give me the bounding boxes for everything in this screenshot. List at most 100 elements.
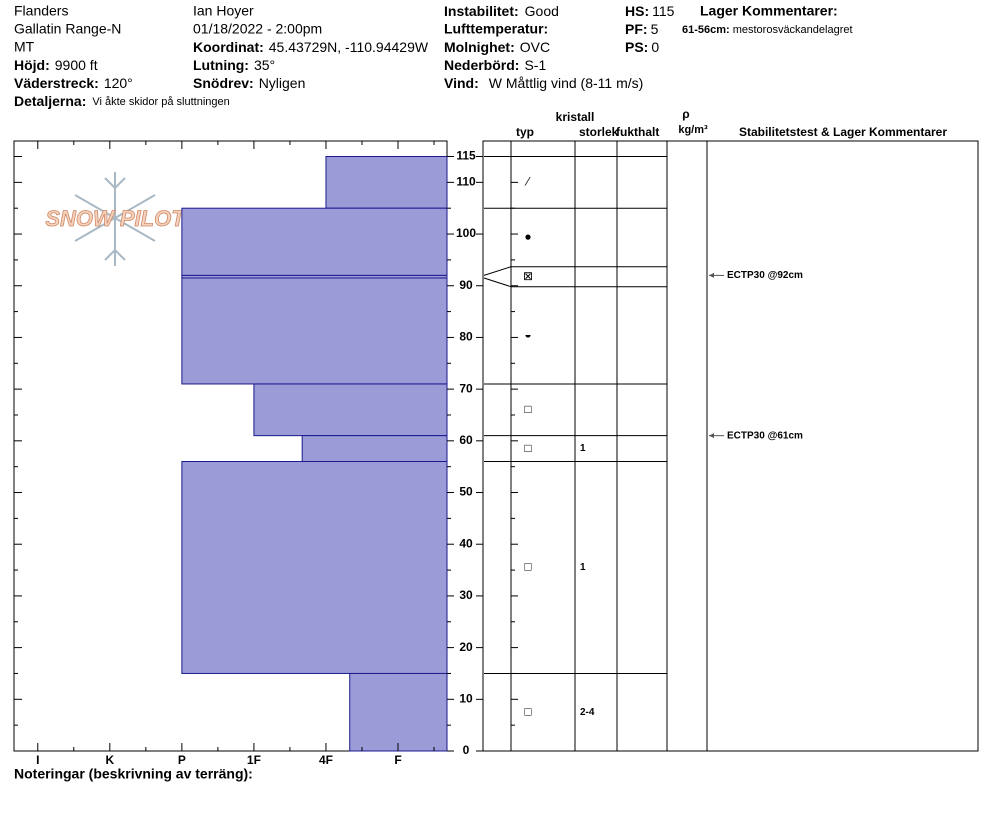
grain-type: ⁄	[524, 175, 531, 189]
hardness-tick-label: F	[394, 753, 401, 767]
sky: Molnighet: OVC	[444, 39, 550, 55]
depth-tick-label: 20	[459, 640, 473, 654]
depth-tick-label: 110	[456, 175, 476, 189]
label: Molnighet:	[444, 39, 515, 55]
layer-boundary-fan	[483, 266, 512, 276]
state: MT	[14, 39, 35, 55]
hardness-bar	[253, 383, 448, 437]
label: Höjd:	[14, 57, 50, 73]
label: Koordinat:	[193, 39, 264, 55]
depth-tick-label: 60	[459, 433, 473, 447]
depth-tick-label: 0	[463, 743, 470, 757]
depth-tick-label: 30	[459, 588, 473, 602]
layer-comments-title: Lager Kommentarer:	[700, 3, 838, 19]
value: 45.43729N, -110.94429W	[269, 39, 429, 55]
header: Flanders Gallatin Range-N MT Höjd: 9900 f…	[14, 3, 853, 109]
observer: Ian Hoyer	[193, 3, 254, 19]
grain-size: 1	[580, 443, 586, 454]
hardness-tick-label: P	[178, 753, 186, 767]
frames	[13, 140, 979, 752]
value: S-1	[524, 57, 546, 73]
datetime: 01/18/2022 - 2:00pm	[193, 21, 322, 37]
grain-type: □	[524, 441, 531, 455]
value: 9900 ft	[55, 57, 98, 73]
logo-text: SNOW PILOT	[45, 206, 186, 231]
label: PS:	[625, 39, 648, 55]
range: Gallatin Range-N	[14, 21, 121, 37]
col-tests: Stabilitetstest & Lager Kommentarer	[739, 125, 947, 139]
instability: Instabilitet: Good	[444, 3, 559, 19]
value: 5	[651, 21, 659, 37]
hardness-tick-label: 4F	[319, 753, 333, 767]
test-label: ECTP30 @92cm	[727, 270, 803, 281]
label: Instabilitet:	[444, 3, 519, 19]
flake-branch	[104, 248, 126, 261]
coordinates: Koordinat: 45.43729N, -110.94429W	[193, 39, 429, 55]
depth-tick-label: 115	[456, 149, 476, 163]
depth-tick-label: 80	[459, 330, 473, 344]
value: OVC	[520, 39, 550, 55]
layer-comment: 61-56cm: mestorosväckandelagret	[682, 24, 853, 36]
value: Vi åkte skidor på sluttningen	[92, 96, 229, 108]
details: Detaljerna: Vi åkte skidor på sluttningen	[14, 93, 230, 109]
col-size: storlek	[579, 125, 619, 139]
col-crystal: kristall	[556, 110, 595, 124]
layer-boundary-fan	[483, 277, 512, 288]
hardness-tick-label: I	[36, 753, 39, 767]
value: Good	[525, 3, 559, 19]
hs: HS: 115	[625, 3, 675, 19]
air-temp: Lufttemperatur:	[444, 21, 548, 37]
footer-notes: Noteringar (beskrivning av terräng):	[14, 766, 253, 782]
test-arrowhead	[709, 272, 714, 278]
grain-size: 1	[580, 562, 586, 573]
label: Nederbörd:	[444, 57, 519, 73]
value: 115	[652, 3, 675, 19]
value: mestorosväckandelagret	[733, 24, 853, 36]
precip: Nederbörd: S-1	[444, 57, 546, 73]
hardness-tick-label: 1F	[247, 753, 261, 767]
grain-size: 2-4	[580, 707, 595, 718]
column-headers: typ kristall storlek fukthalt ρ kg/m³ St…	[516, 107, 947, 139]
hardness-bar	[181, 207, 448, 276]
flake-arm	[74, 194, 156, 242]
depth-tick-label: 40	[459, 536, 473, 550]
pf: PF: 5	[625, 21, 659, 37]
grain-type: □	[524, 560, 531, 574]
col-density-unit: kg/m³	[678, 124, 708, 136]
wind: Vind: W Måttlig vind (8-11 m/s)	[444, 75, 643, 91]
label: PF:	[625, 21, 648, 37]
hardness-bar	[181, 277, 448, 385]
value: 120°	[104, 75, 133, 91]
value: 0	[651, 39, 659, 55]
slope: Lutning: 35°	[193, 57, 275, 73]
label: Detaljerna:	[14, 93, 86, 109]
label: Väderstreck:	[14, 75, 99, 91]
test-arrowhead	[709, 433, 714, 439]
label: HS:	[625, 3, 649, 19]
hardness-bar	[301, 435, 448, 463]
value: 35°	[254, 57, 275, 73]
test-label: ECTP30 @61cm	[727, 430, 803, 441]
depth-tick-label: 50	[459, 485, 473, 499]
label: Lutning:	[193, 57, 249, 73]
hardness-bar	[349, 672, 448, 752]
ps: PS: 0	[625, 39, 659, 55]
label: Vind:	[444, 75, 479, 91]
depth-tick-label: 90	[459, 278, 473, 292]
hardness-tick-label: K	[105, 753, 114, 767]
label: 61-56cm:	[682, 24, 730, 36]
depth-tick-label: 100	[456, 226, 476, 240]
col-moisture: fukthalt	[616, 125, 659, 139]
col-type: typ	[516, 125, 534, 139]
grain-type: ◒	[524, 328, 531, 342]
grain-type: ●	[524, 230, 531, 244]
value: Nyligen	[259, 75, 306, 91]
grain-frame	[482, 140, 979, 752]
location: Flanders	[14, 3, 68, 19]
col-rho: ρ	[682, 107, 689, 121]
flake-branch	[104, 177, 126, 190]
grain-type: □	[524, 704, 531, 718]
wind-loading: Snödrev: Nyligen	[193, 75, 305, 91]
aspect: Väderstreck: 120°	[14, 75, 133, 91]
